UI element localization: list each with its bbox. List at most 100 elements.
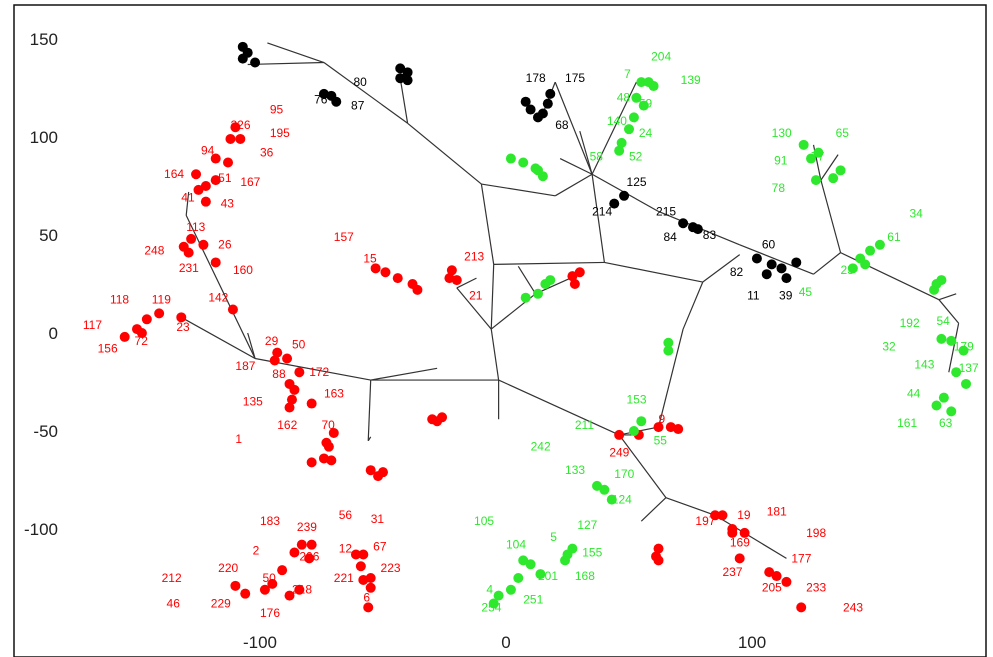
- data-point-red: [653, 422, 664, 433]
- data-point-red: [727, 527, 738, 538]
- data-point-red: [269, 355, 280, 366]
- point-label: 178: [526, 71, 546, 85]
- point-label: 65: [836, 126, 850, 140]
- point-label: 117: [83, 318, 102, 332]
- data-point-black: [751, 253, 762, 264]
- point-label: 212: [162, 571, 182, 585]
- point-label: 105: [474, 514, 494, 528]
- point-label: 70: [322, 418, 336, 432]
- data-point-green: [813, 147, 824, 158]
- point-label: 76: [314, 93, 328, 107]
- point-label: 4: [486, 583, 493, 597]
- data-point-green: [599, 484, 610, 495]
- data-point-green: [493, 590, 504, 601]
- data-point-red: [328, 427, 339, 438]
- data-point-green: [835, 165, 846, 176]
- data-point-green: [616, 137, 627, 148]
- point-label: 167: [240, 175, 260, 189]
- point-label: 2: [253, 543, 260, 557]
- data-point-red: [326, 455, 337, 466]
- data-point-green: [860, 259, 871, 270]
- tree-edge: [813, 252, 841, 275]
- data-point-red: [200, 196, 211, 207]
- data-point-red: [225, 133, 236, 144]
- data-point-black: [619, 190, 630, 201]
- data-point-green: [624, 124, 634, 135]
- point-label: 205: [762, 581, 782, 595]
- point-label: 251: [523, 592, 543, 606]
- tree-edge: [938, 299, 960, 324]
- data-point-green: [810, 175, 821, 186]
- data-point-green: [540, 279, 551, 289]
- tree-edge: [407, 122, 482, 185]
- data-point-red: [304, 553, 315, 564]
- data-point-green: [518, 555, 529, 566]
- point-label: 139: [681, 73, 701, 87]
- point-label: 254: [481, 600, 501, 614]
- data-point-green: [488, 598, 499, 609]
- data-point-red: [193, 184, 204, 195]
- point-label: 80: [353, 75, 367, 89]
- point-label: 29: [265, 334, 279, 348]
- y-tick-label: 50: [39, 226, 58, 245]
- data-point-red: [284, 590, 295, 601]
- data-point-green: [938, 392, 949, 403]
- point-label: 237: [722, 565, 742, 579]
- data-point-red: [710, 510, 721, 521]
- data-point-black: [537, 108, 548, 119]
- tree-edge: [456, 287, 492, 330]
- data-point-red: [306, 398, 317, 409]
- point-label: 43: [221, 197, 235, 211]
- point-label: 248: [144, 244, 164, 258]
- data-point-green: [513, 573, 524, 583]
- data-point-green: [535, 569, 546, 580]
- data-point-red: [284, 402, 295, 413]
- point-label: 7: [624, 67, 631, 81]
- tree-edge: [247, 61, 324, 66]
- data-point-black: [402, 67, 413, 78]
- data-point-red: [154, 308, 165, 319]
- point-label: 187: [235, 359, 255, 373]
- point-label: 163: [324, 387, 344, 401]
- point-label: 197: [695, 514, 715, 528]
- tree-edge: [517, 266, 537, 295]
- data-point-green: [636, 416, 647, 427]
- data-point-green: [946, 406, 957, 417]
- point-label: 9: [659, 412, 666, 426]
- data-point-green: [560, 555, 571, 566]
- data-point-green: [828, 173, 839, 184]
- point-label: 124: [612, 493, 632, 507]
- data-point-red: [781, 576, 792, 587]
- tree-edge: [739, 244, 814, 275]
- point-label: 220: [218, 561, 238, 575]
- data-point-black: [781, 273, 792, 284]
- tree-edge: [490, 264, 495, 330]
- point-label: 78: [772, 181, 786, 195]
- point-label: 6: [363, 591, 370, 605]
- tree-edge: [498, 379, 620, 436]
- data-point-red: [355, 561, 366, 572]
- data-point-green: [806, 153, 817, 164]
- point-label: 195: [270, 126, 290, 140]
- data-point-green: [505, 584, 516, 595]
- point-label: 249: [609, 445, 629, 459]
- point-label: 223: [381, 561, 401, 575]
- data-point-red: [267, 578, 278, 589]
- tree-edge: [493, 261, 605, 265]
- data-point-green: [929, 284, 940, 295]
- point-label: 88: [272, 367, 286, 381]
- data-point-red: [392, 273, 403, 284]
- data-point-green: [592, 480, 603, 491]
- data-point-black: [542, 98, 553, 109]
- point-label: 221: [334, 571, 354, 585]
- point-label: 104: [506, 538, 526, 552]
- tree-edge: [456, 277, 477, 289]
- data-point-green: [636, 77, 647, 88]
- data-point-black: [525, 104, 536, 115]
- tree-edge: [682, 281, 704, 330]
- data-point-red: [210, 175, 221, 186]
- data-point-red: [272, 347, 283, 358]
- data-point-red: [210, 257, 221, 268]
- data-point-red: [223, 157, 234, 168]
